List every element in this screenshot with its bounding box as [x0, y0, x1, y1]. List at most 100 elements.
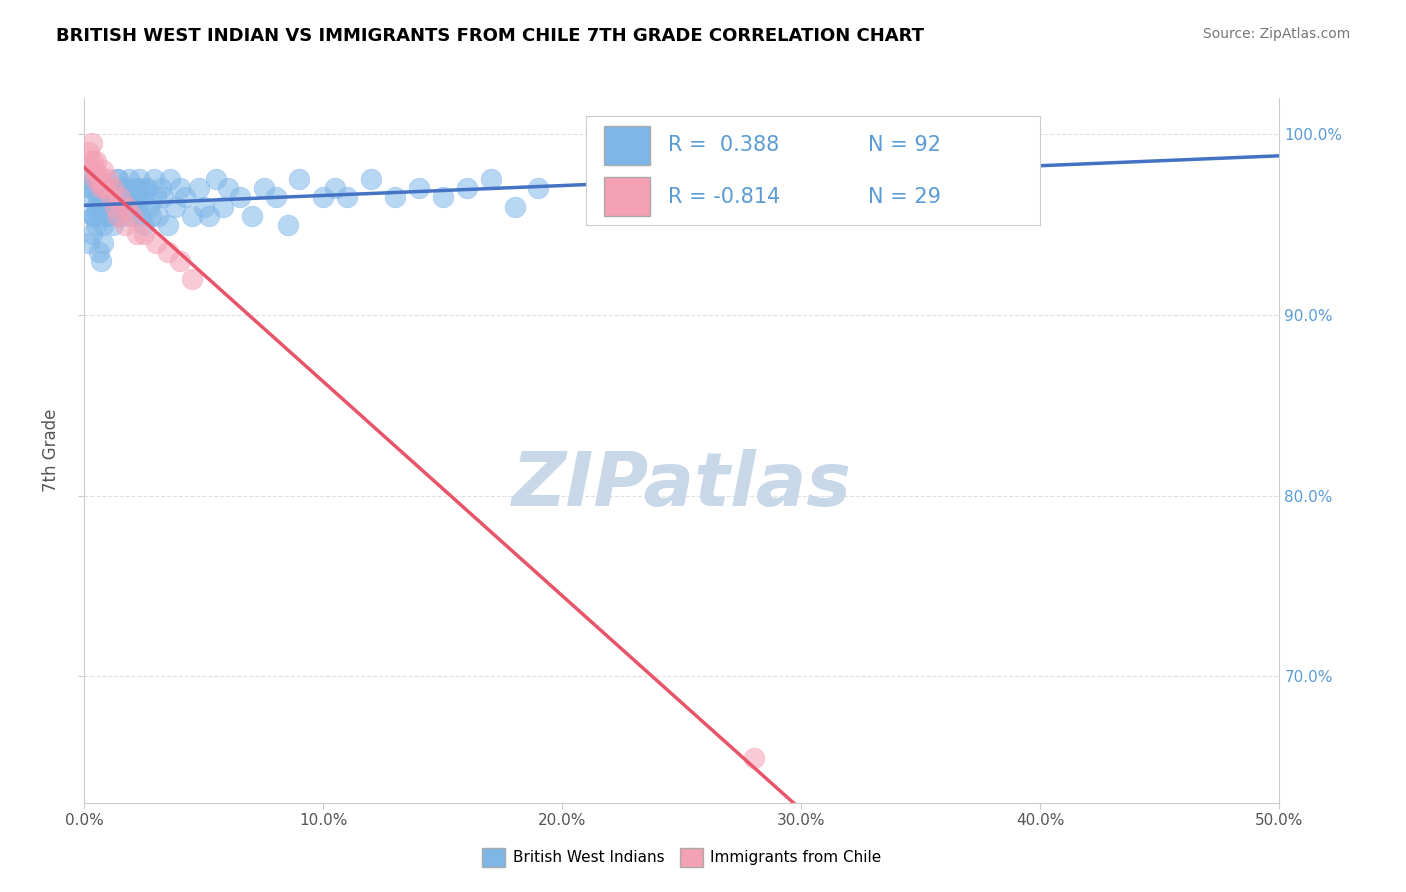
Point: [103, 190, 125, 204]
Point: [159, 172, 181, 186]
Point: [212, 200, 235, 214]
Point: [86, 218, 108, 232]
Point: [169, 253, 191, 268]
Point: [384, 190, 406, 204]
Point: [82, 154, 104, 169]
Point: [111, 190, 134, 204]
Point: [77, 172, 100, 186]
Point: [288, 172, 311, 186]
Point: [131, 190, 153, 204]
Point: [83, 209, 105, 223]
Point: [264, 190, 287, 204]
Point: [105, 172, 128, 186]
Point: [121, 190, 143, 204]
Point: [87, 172, 110, 186]
Point: [93, 163, 115, 178]
Point: [229, 190, 252, 204]
Point: [120, 200, 142, 214]
Point: [277, 218, 299, 232]
Point: [127, 181, 149, 195]
Point: [742, 750, 765, 764]
Point: [90, 181, 112, 195]
Point: [80, 181, 103, 195]
Point: [94, 209, 117, 223]
Point: [100, 190, 122, 204]
Point: [79, 154, 101, 169]
Point: [134, 181, 156, 195]
Point: [312, 190, 335, 204]
Point: [114, 181, 136, 195]
Point: [125, 227, 148, 241]
Point: [165, 200, 187, 214]
Point: [148, 209, 170, 223]
Point: [118, 209, 141, 223]
Point: [456, 181, 478, 195]
Point: [114, 218, 136, 232]
Point: [173, 190, 195, 204]
Point: [77, 190, 100, 204]
Point: [77, 145, 100, 160]
Point: [84, 172, 107, 186]
Legend: British West Indians, Immigrants from Chile: British West Indians, Immigrants from Ch…: [477, 842, 887, 872]
Point: [122, 200, 145, 214]
Point: [100, 190, 122, 204]
Point: [117, 200, 139, 214]
Point: [503, 200, 526, 214]
Point: [93, 235, 115, 250]
Text: ZIPatlas: ZIPatlas: [512, 450, 852, 522]
Point: [94, 181, 117, 195]
Point: [87, 244, 110, 259]
Point: [527, 181, 550, 195]
Point: [197, 209, 219, 223]
Point: [145, 235, 167, 250]
Point: [90, 253, 112, 268]
Point: [128, 172, 150, 186]
Point: [86, 167, 108, 181]
Point: [132, 218, 156, 232]
Point: [152, 190, 174, 204]
Point: [104, 200, 127, 214]
Point: [97, 172, 120, 186]
Point: [141, 209, 163, 223]
Point: [90, 200, 112, 214]
Point: [117, 172, 139, 186]
Point: [145, 190, 167, 204]
Point: [96, 209, 118, 223]
Point: [112, 181, 135, 195]
Point: [253, 181, 276, 195]
Point: [101, 181, 124, 195]
Point: [86, 190, 108, 204]
Point: [157, 244, 180, 259]
Y-axis label: 7th Grade: 7th Grade: [42, 409, 60, 492]
Point: [188, 181, 211, 195]
Point: [125, 190, 148, 204]
Point: [101, 218, 124, 232]
Point: [138, 200, 160, 214]
Point: [108, 209, 131, 223]
Point: [83, 163, 105, 178]
Point: [240, 209, 263, 223]
Point: [117, 200, 139, 214]
Point: [101, 200, 124, 214]
Point: [93, 190, 115, 204]
Point: [149, 181, 172, 195]
Point: [80, 227, 103, 241]
Point: [169, 181, 191, 195]
Point: [125, 200, 148, 214]
Point: [360, 172, 382, 186]
Point: [104, 200, 127, 214]
Point: [135, 181, 157, 195]
Point: [121, 209, 143, 223]
Point: [97, 181, 120, 195]
Point: [124, 181, 146, 195]
Point: [132, 227, 156, 241]
Point: [181, 272, 204, 286]
Point: [83, 209, 105, 223]
Text: Source: ZipAtlas.com: Source: ZipAtlas.com: [1202, 27, 1350, 41]
Point: [432, 190, 454, 204]
Point: [181, 209, 204, 223]
Point: [110, 200, 132, 214]
Point: [193, 200, 215, 214]
Point: [408, 181, 430, 195]
Point: [157, 218, 180, 232]
